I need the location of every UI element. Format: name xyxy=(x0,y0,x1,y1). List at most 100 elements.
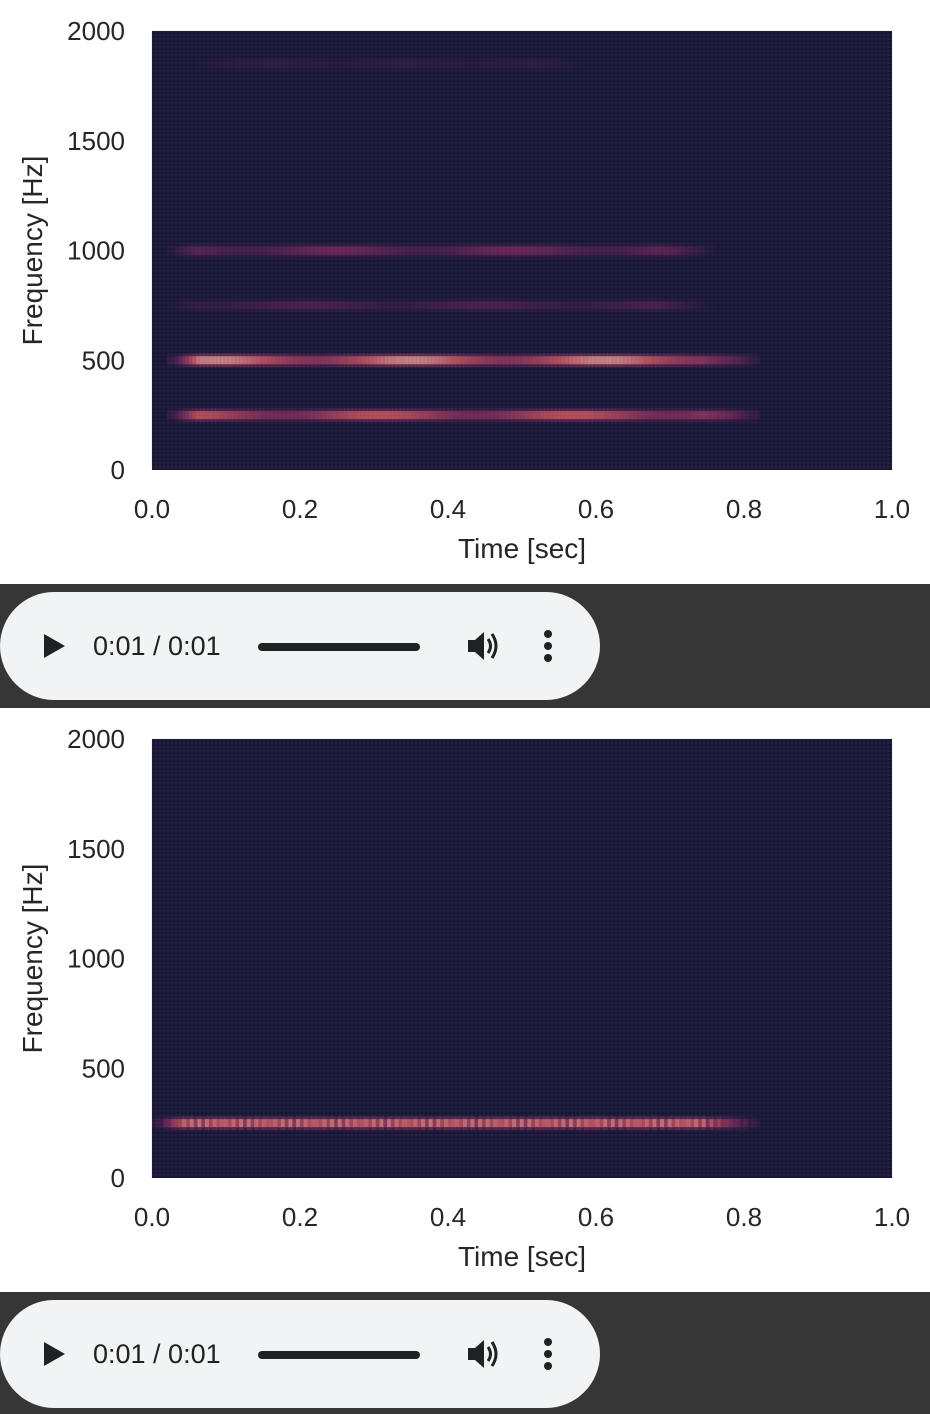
band-glow xyxy=(666,408,671,423)
band-glow xyxy=(201,298,206,313)
y-tick-label: 2000 xyxy=(67,16,125,46)
band-glow xyxy=(266,353,271,368)
band-glow xyxy=(392,243,397,258)
band-glow xyxy=(255,298,260,313)
band-glow xyxy=(206,56,210,71)
band-glow xyxy=(303,243,308,258)
volume-button[interactable] xyxy=(464,1336,502,1372)
band-glow xyxy=(732,1116,737,1131)
band-glow xyxy=(318,1116,324,1131)
band-glow xyxy=(283,298,288,313)
progress-slider[interactable] xyxy=(258,1351,420,1359)
band-glow xyxy=(584,408,590,423)
band-glow xyxy=(199,56,203,71)
band-glow xyxy=(610,1116,616,1131)
band-glow xyxy=(324,298,329,313)
band-glow xyxy=(303,408,308,423)
band-glow xyxy=(476,56,480,71)
band-glow xyxy=(545,56,549,71)
band-glow xyxy=(470,1116,475,1131)
band-glow xyxy=(341,243,346,258)
band-glow xyxy=(290,56,294,71)
band-glow xyxy=(193,1116,199,1131)
band-glow xyxy=(518,408,523,423)
band-glow xyxy=(270,408,275,423)
x-tick-label: 0.4 xyxy=(430,1202,466,1232)
band-glow xyxy=(358,298,363,313)
band-glow xyxy=(208,1116,214,1131)
band-glow xyxy=(232,56,236,71)
band-glow xyxy=(527,1116,532,1131)
band-glow xyxy=(239,56,244,71)
band-glow xyxy=(381,353,386,368)
band-glow xyxy=(429,353,434,368)
band-glow xyxy=(259,408,264,423)
band-glow xyxy=(216,1116,221,1131)
band-glow xyxy=(683,243,688,258)
band-glow xyxy=(270,56,274,71)
band-glow xyxy=(348,353,353,368)
band-glow xyxy=(327,298,332,313)
band-glow xyxy=(633,1116,639,1131)
band-glow xyxy=(580,243,585,258)
band-glow xyxy=(543,243,548,258)
band-glow xyxy=(445,56,450,71)
more-options-button[interactable] xyxy=(534,1334,562,1374)
band-glow xyxy=(505,298,510,313)
band-glow xyxy=(649,298,654,313)
band-glow xyxy=(365,243,370,258)
band-glow xyxy=(440,298,445,313)
band-glow xyxy=(372,56,376,71)
band-glow xyxy=(378,298,384,313)
band-glow xyxy=(423,243,428,258)
band-glow xyxy=(658,408,664,423)
band-glow xyxy=(233,353,238,368)
band-glow xyxy=(629,1116,635,1131)
band-glow xyxy=(539,243,544,258)
band-glow xyxy=(560,243,565,258)
progress-slider[interactable] xyxy=(258,643,420,651)
band-glow xyxy=(252,243,257,258)
band-glow xyxy=(344,243,349,258)
band-glow xyxy=(522,243,527,258)
band-glow xyxy=(311,1116,316,1131)
band-glow xyxy=(509,243,514,258)
band-glow xyxy=(361,298,366,313)
volume-button[interactable] xyxy=(464,628,502,664)
play-button[interactable] xyxy=(38,630,70,662)
band-glow xyxy=(448,56,452,71)
band-glow xyxy=(252,298,257,313)
band-glow xyxy=(577,408,582,423)
band-glow xyxy=(194,243,199,258)
band-glow xyxy=(333,353,338,368)
band-glow xyxy=(466,353,471,368)
band-glow xyxy=(432,1116,438,1131)
band-glow xyxy=(374,408,379,423)
band-glow xyxy=(563,298,568,313)
band-glow xyxy=(414,353,419,368)
band-glow xyxy=(276,298,281,313)
band-glow xyxy=(690,298,695,313)
band-glow xyxy=(736,1116,741,1131)
band-glow xyxy=(234,56,238,71)
band-glow xyxy=(703,353,708,368)
band-glow xyxy=(259,353,264,368)
band-glow xyxy=(259,298,264,313)
band-glow xyxy=(625,243,630,258)
band-glow xyxy=(725,408,730,423)
band-glow xyxy=(330,1116,335,1131)
more-options-button[interactable] xyxy=(534,626,562,666)
band-glow xyxy=(248,298,253,313)
band-glow xyxy=(155,1116,161,1131)
band-glow xyxy=(529,353,534,368)
band-glow xyxy=(204,243,209,258)
band-glow xyxy=(200,408,205,423)
band-glow xyxy=(229,353,234,368)
band-glow xyxy=(681,408,686,423)
band-glow xyxy=(250,1116,255,1131)
band-glow xyxy=(351,243,356,258)
band-glow xyxy=(728,1116,733,1131)
play-button[interactable] xyxy=(38,1338,70,1370)
band-glow xyxy=(577,243,582,258)
band-glow xyxy=(318,353,323,368)
